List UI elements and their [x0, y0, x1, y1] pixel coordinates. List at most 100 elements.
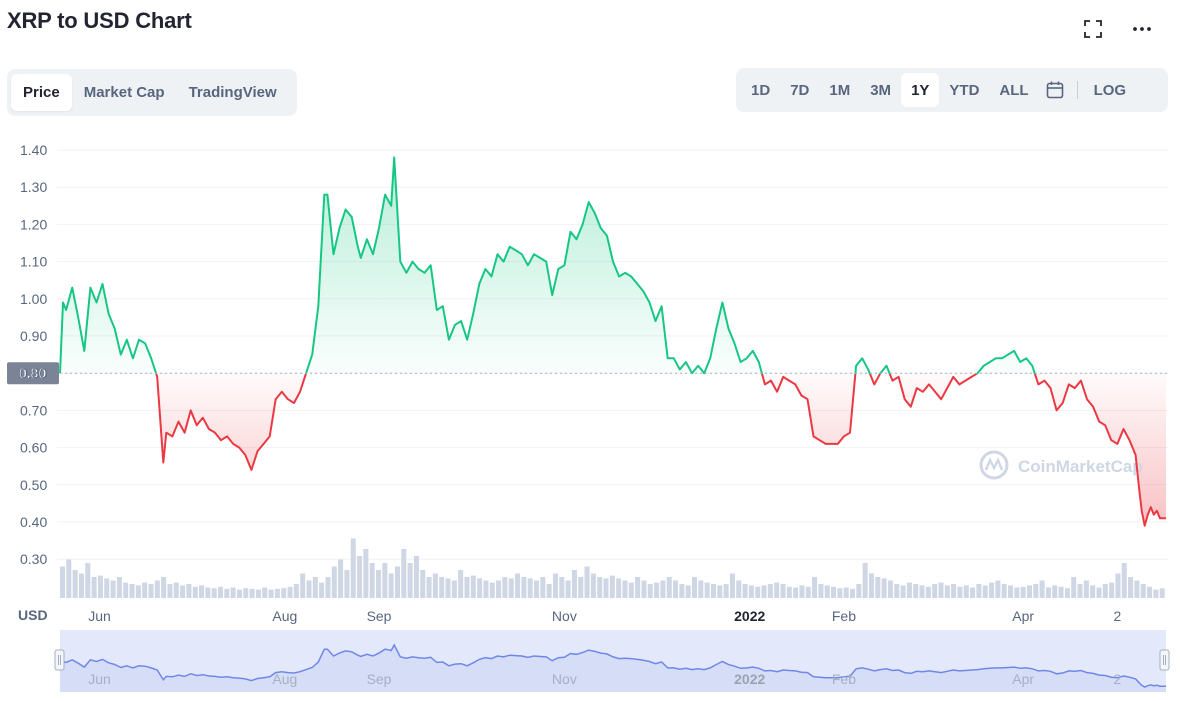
volume-bar — [584, 566, 590, 598]
volume-bar — [1134, 580, 1140, 598]
volume-bar — [938, 582, 944, 598]
volume-bar — [868, 573, 874, 598]
volume-bar — [91, 577, 97, 598]
volume-bar — [641, 580, 647, 598]
volume-bar — [736, 580, 742, 598]
volume-bar — [717, 585, 723, 598]
volume-bar — [578, 577, 584, 598]
volume-bar — [748, 585, 754, 598]
volume-bar — [818, 584, 824, 598]
volume-bar — [1153, 589, 1159, 598]
volume-bar — [976, 584, 982, 598]
volume-bar — [394, 566, 400, 598]
range-1d[interactable]: 1D — [751, 81, 771, 99]
volume-bar — [85, 563, 91, 598]
range-7d[interactable]: 7D — [790, 81, 810, 99]
chart-title: XRP to USD Chart — [7, 8, 192, 33]
volume-bar — [831, 586, 837, 598]
volume-bar — [1147, 586, 1153, 598]
volume-bar — [407, 563, 413, 598]
volume-bar — [1008, 585, 1014, 598]
volume-bar — [793, 587, 799, 598]
volume-bar — [1039, 580, 1045, 598]
volume-bar — [300, 573, 306, 598]
volume-bar — [274, 588, 280, 598]
volume-bar — [325, 577, 331, 598]
calendar-icon[interactable] — [1039, 80, 1071, 100]
y-tick-label: 0.60 — [20, 440, 47, 456]
volume-bar — [755, 586, 761, 598]
volume-bar — [1045, 587, 1051, 598]
y-tick-label: 0.70 — [20, 402, 47, 418]
volume-bar — [281, 588, 287, 598]
volume-bar — [401, 549, 407, 598]
range-ytd[interactable]: YTD — [949, 81, 980, 99]
volume-bar — [376, 570, 382, 598]
volume-bar — [97, 575, 103, 598]
navigator-tick-label: 2022 — [734, 671, 765, 687]
volume-bar — [338, 559, 344, 598]
more-dots-icon[interactable] — [1129, 16, 1155, 42]
volume-bar — [464, 577, 470, 598]
volume-bar — [154, 580, 160, 598]
volume-bar — [142, 582, 148, 598]
fullscreen-icon[interactable] — [1080, 16, 1106, 42]
volume-bar — [186, 584, 192, 598]
volume-bar — [470, 575, 476, 598]
volume-bar — [236, 589, 242, 598]
volume-bar — [515, 573, 521, 598]
volume-bar — [287, 586, 293, 598]
tab-tradingview[interactable]: TradingView — [188, 84, 277, 101]
navigator-tick-label: Nov — [552, 671, 577, 687]
volume-bar — [673, 580, 679, 598]
volume-bar — [445, 578, 451, 598]
range-3m[interactable]: 3M — [870, 81, 892, 99]
time-range-selector: 1D 7D 1M 3M 1Y YTD ALL LOG — [736, 68, 1168, 112]
coinmarketcap-watermark: CoinMarketCap — [979, 450, 1143, 480]
volume-bar — [1115, 573, 1121, 598]
volume-bar — [388, 573, 394, 598]
navigator-tick-label: Jun — [88, 671, 111, 687]
volume-bar — [60, 566, 66, 598]
range-1y[interactable]: 1Y — [901, 73, 940, 107]
navigator-handle-left[interactable] — [54, 649, 65, 671]
volume-bar — [534, 580, 540, 598]
volume-bar — [1014, 587, 1020, 598]
volume-bar — [559, 577, 565, 598]
volume-bar — [1096, 587, 1102, 598]
volume-bar — [761, 585, 767, 598]
tab-price[interactable]: Price — [11, 74, 72, 111]
volume-bar — [211, 588, 217, 598]
volume-bar — [205, 587, 211, 598]
area-fill-up — [60, 157, 1166, 374]
watermark-text: CoinMarketCap — [1018, 457, 1143, 476]
calendar-glyph — [1046, 81, 1063, 99]
price-line-up — [59, 156, 1037, 374]
volume-bar — [357, 556, 363, 598]
volume-bar — [1058, 586, 1064, 598]
volume-bar — [268, 589, 274, 598]
volume-bar — [742, 584, 748, 598]
volume-bar — [66, 559, 72, 598]
volume-bar — [363, 549, 369, 598]
volume-bar — [647, 584, 653, 598]
volume-bar — [167, 584, 173, 598]
navigator-line — [59, 643, 1166, 688]
tab-market-cap[interactable]: Market Cap — [83, 84, 165, 101]
range-all[interactable]: ALL — [999, 81, 1029, 99]
volume-bar — [590, 573, 596, 598]
volume-bar — [331, 566, 337, 598]
y-tick-label: 0.50 — [20, 477, 47, 493]
volume-bar — [875, 577, 881, 598]
volume-bar — [1020, 586, 1026, 598]
volume-bar — [862, 563, 868, 598]
volume-bar — [767, 584, 773, 598]
volume-bar — [1128, 577, 1134, 598]
volume-bar — [369, 563, 375, 598]
range-1m[interactable]: 1M — [829, 81, 851, 99]
navigator-handle-right[interactable] — [1159, 649, 1170, 671]
volume-bar — [774, 582, 780, 598]
log-toggle[interactable]: LOG — [1093, 81, 1127, 99]
volume-bar — [685, 585, 691, 598]
